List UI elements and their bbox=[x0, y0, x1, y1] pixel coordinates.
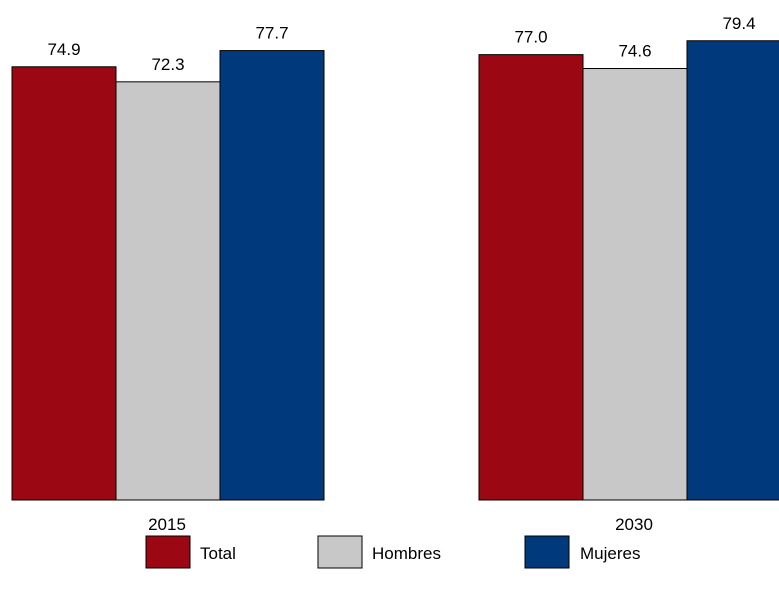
category-labels-group: 2015 2030 bbox=[148, 515, 653, 534]
legend-swatch-hombres bbox=[317, 535, 363, 569]
value-label-mujeres-2030: 79.4 bbox=[722, 14, 755, 33]
value-label-total-2030: 77.0 bbox=[514, 28, 547, 47]
bars-group bbox=[11, 40, 779, 501]
value-label-hombres-2030: 74.6 bbox=[618, 42, 651, 61]
legend-label-hombres: Hombres bbox=[372, 544, 441, 563]
bar-mujeres-2030 bbox=[686, 40, 779, 501]
legend-swatch-mujeres bbox=[524, 535, 570, 569]
legend-label-mujeres: Mujeres bbox=[580, 544, 640, 563]
bar-total-2030 bbox=[478, 54, 584, 501]
legend: Total Hombres Mujeres bbox=[145, 535, 640, 569]
bar-hombres-2030 bbox=[582, 68, 688, 501]
category-label-2015: 2015 bbox=[148, 515, 186, 534]
value-label-mujeres-2015: 77.7 bbox=[255, 24, 288, 43]
value-label-hombres-2015: 72.3 bbox=[151, 55, 184, 74]
legend-swatch-total bbox=[145, 535, 191, 569]
value-labels-group: 74.9 72.3 77.7 77.0 74.6 79.4 bbox=[47, 14, 755, 74]
category-label-2030: 2030 bbox=[615, 515, 653, 534]
bar-hombres-2015 bbox=[115, 81, 221, 501]
bar-mujeres-2015 bbox=[219, 50, 325, 501]
legend-label-total: Total bbox=[200, 544, 236, 563]
value-label-total-2015: 74.9 bbox=[47, 40, 80, 59]
bar-total-2015 bbox=[11, 66, 117, 501]
